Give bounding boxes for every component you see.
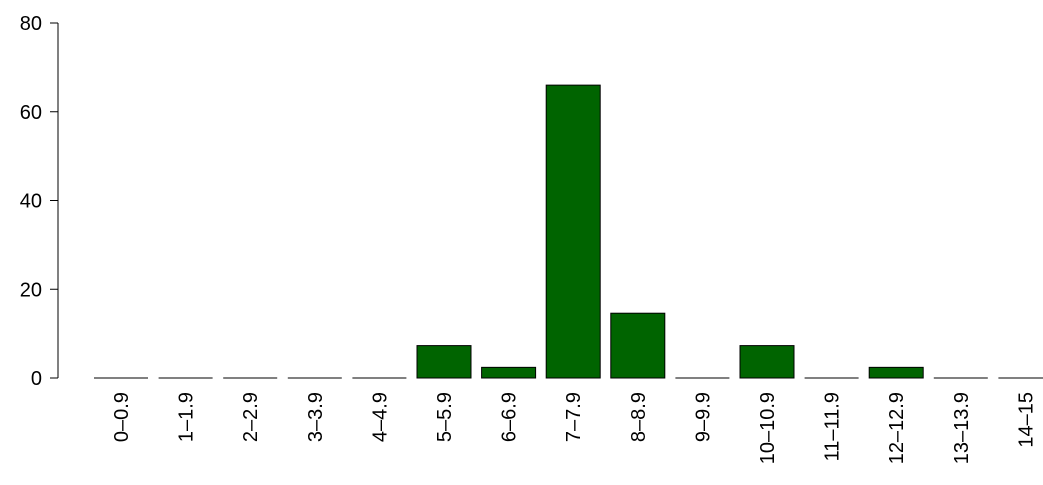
y-tick-label: 80 (20, 13, 42, 35)
bar-5 (416, 345, 472, 379)
x-tick-label: 11–11.9 (822, 392, 844, 461)
bars (94, 84, 1043, 379)
y-tick-label: 0 (31, 368, 42, 390)
x-tick-label: 10–10.9 (757, 392, 779, 464)
x-tick-label: 0–0.9 (111, 392, 133, 442)
x-axis-labels: 0–0.9 1–1.9 2–2.9 3–3.9 4–4.9 5–5.9 6–6.9 7–7.9… (111, 392, 1037, 464)
x-tick-label: 13–13.9 (951, 392, 973, 464)
y-axis: 0 20 40 60 80 (20, 13, 59, 390)
bar-10 (739, 345, 795, 379)
y-tick-label: 20 (20, 279, 42, 301)
x-tick-label: 7–7.9 (563, 392, 585, 442)
x-tick-label: 12–12.9 (886, 392, 908, 464)
bar-7 (545, 84, 601, 379)
y-tick-label: 60 (20, 102, 42, 124)
x-tick-label: 2–2.9 (240, 392, 262, 442)
x-tick-label: 1–1.9 (176, 392, 198, 442)
x-tick-label: 5–5.9 (434, 392, 456, 442)
x-tick-label: 9–9.9 (692, 392, 714, 442)
x-tick-label: 8–8.9 (628, 392, 650, 442)
bar-8 (610, 312, 666, 379)
x-tick-label: 3–3.9 (305, 392, 327, 442)
x-tick-label: 14–15 (1015, 392, 1037, 448)
x-tick-label: 6–6.9 (499, 392, 521, 442)
x-tick-label: 4–4.9 (369, 392, 391, 442)
bar-6 (481, 366, 537, 379)
y-tick-label: 40 (20, 191, 42, 213)
bar-12 (868, 366, 924, 379)
